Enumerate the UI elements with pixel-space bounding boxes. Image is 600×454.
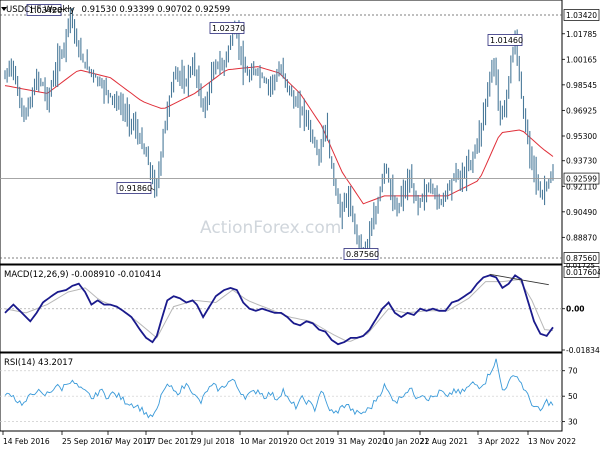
macd-top-label: 0.01725 [566,262,595,270]
price-tick-label: 0.90490 [566,208,597,217]
price-annotations: 1.03420 1.02370 1.01460 0.91860 0.87560 [26,4,523,260]
rsi-y-axis: 70 50 30 [562,367,578,427]
chart-header: USDCHF,Weekly 0.91530 0.93399 0.90702 0.… [6,5,230,15]
annotation-label: 0.87560 [346,250,379,259]
annotation-label: 1.03420 [29,6,62,15]
x-tick-label: 3 Apr 2022 [478,437,520,446]
x-tick-label: 31 May 2020 [338,437,387,446]
x-tick-label: 17 Dec 2017 [146,437,194,446]
price-tick-label: 0.92599 [566,175,597,184]
macd-series [0,273,562,346]
price-tick-label: 1.00165 [566,55,597,64]
macd-tick-label: -0.01834 [566,346,600,355]
price-tick-label: 0.88870 [566,233,597,242]
price-tick-label: 0.96925 [566,106,597,115]
x-tick-label: 25 Sep 2016 [62,437,110,446]
rsi-title: RSI(14) 43.2017 [4,358,73,368]
x-tick-label: 10 Jan 2021 [384,437,429,446]
symbol-label: USDCHF,Weekly [6,5,75,15]
price-tick-label: 0.92110 [566,182,597,191]
rsi-line [4,358,554,419]
annotation-box [209,22,245,34]
watermark: ActionForex.com [200,218,341,238]
x-tick-label: 10 Mar 2019 [240,437,288,446]
annotation-leader [60,7,71,11]
x-tick-label: 20 Oct 2019 [288,437,335,446]
price-tick-label: 0.87560 [566,254,597,263]
annotation-leader [150,187,155,191]
macd-title: MACD(12,26,9) -0.008910 -0.010414 [4,270,161,280]
price-tick-label: 0.98545 [566,81,597,90]
price-panel: 1.03420 1.02370 1.01460 0.91860 0.87560 USDC… [0,0,600,265]
macd-line [4,274,554,346]
annotation-box [116,182,152,194]
annotation-label: 1.01460 [490,36,523,45]
annotation-label: 0.91860 [119,184,152,193]
rsi-tick-label: 30 [568,418,578,427]
price-tick-label: 1.01785 [566,30,597,39]
annotation-label: 1.02370 [212,24,245,33]
price-tick-box [563,9,600,21]
annotation-box [487,34,523,46]
rsi-tick-label: 50 [568,392,578,401]
rsi-tick-label: 70 [568,367,578,376]
rsi-series [0,358,562,422]
rsi-panel-frame [0,352,563,432]
price-y-axis: 1.03420 1.01785 1.00165 0.98545 0.96925 0.953… [562,9,600,264]
x-tick-label: 7 May 2017 [108,437,152,446]
price-reference-lines [0,14,562,259]
macd-trendline [489,273,549,286]
price-tick-label: 0.93730 [566,157,597,166]
ohlc-readout: 0.91530 0.93399 0.90702 0.92599 [81,5,230,15]
header-arrow-icon [1,7,7,11]
x-tick-label: 22 Aug 2021 [420,437,468,446]
rsi-panel: RSI(14) 43.2017 70 50 30 [0,352,578,432]
price-panel-frame [0,0,563,265]
price-tick-label: 1.03420 [566,11,597,20]
x-tick-label: 14 Feb 2016 [3,437,50,446]
macd-tick-label: 0.017604 [566,268,600,277]
price-tick-label: 0.95300 [566,132,597,141]
macd-y-axis: 0.017604 0.00 -0.01834 0.01725 [562,262,600,355]
macd-tick-box [563,266,600,278]
macd-tick-label: 0.00 [566,305,585,314]
annotation-box [343,248,379,260]
x-tick-label: 29 Jul 2018 [192,437,235,446]
macd-panel: MACD(12,26,9) -0.008910 -0.010414 0.0176… [0,262,600,355]
annotation-box [26,4,62,16]
price-tick-box [563,172,600,185]
price-tick-box [563,252,600,264]
x-tick-label: 13 Nov 2022 [528,437,576,446]
